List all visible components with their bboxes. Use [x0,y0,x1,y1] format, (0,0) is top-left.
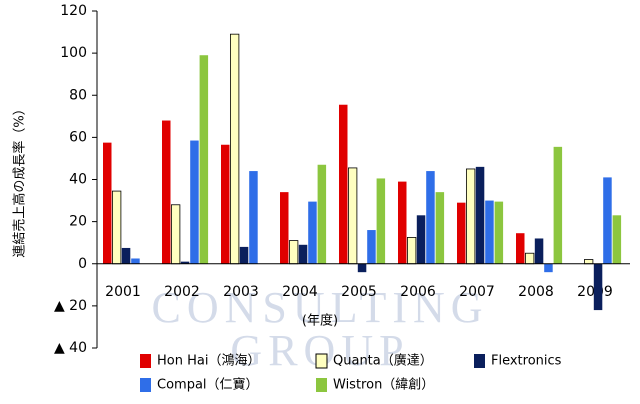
watermark: CONSULTING [151,283,488,332]
bar [339,104,348,264]
bar [298,244,308,264]
legend-swatch [315,353,328,369]
bar [221,144,230,264]
bar [457,202,466,264]
bar [317,164,327,264]
legend-label: Quanta（廣達） [333,354,433,369]
bar [180,261,190,264]
legend-swatch [140,378,151,392]
y-tick-label: 0 [78,256,87,272]
legend-label: Compal（仁寶） [157,377,259,393]
bar [239,246,249,264]
bar [553,146,563,264]
y-tick-label: ▲ 40 [54,340,87,356]
x-tick-label: 2008 [518,284,554,300]
bar [199,55,209,264]
x-tick-label: 2001 [105,284,141,300]
x-tick-label: 2006 [400,284,436,300]
bar [398,181,407,264]
bar [249,171,258,264]
y-tick-label: 20 [69,214,87,230]
bar [357,263,367,273]
bar [584,259,594,265]
bar [475,166,485,264]
x-tick-label: 2003 [223,284,259,300]
bar [103,142,112,264]
bar [426,171,435,264]
bar [308,201,317,264]
x-tick-label: 2002 [164,284,200,300]
bar [367,230,376,264]
legend-label: Flextronics [491,354,562,369]
y-tick-label: ▲ 20 [54,298,87,314]
bar [229,33,240,265]
x-tick-label: 2004 [282,284,318,300]
legend-label: Hon Hai（鴻海） [157,354,260,369]
bar [376,178,386,264]
bar [435,192,445,264]
y-tick-label: 100 [60,45,87,61]
bar [347,167,358,265]
bar [494,201,504,264]
bar [162,120,171,264]
bar [121,247,131,264]
bar [170,204,181,265]
x-axis-title: (年度) [302,313,338,329]
bar [406,237,417,265]
bar [280,192,289,264]
bar [525,252,535,265]
legend-swatch [474,354,485,368]
y-tick-label: 40 [69,172,87,188]
legend-swatch [140,354,151,368]
bar [112,190,122,265]
y-tick-label: 80 [69,87,87,103]
x-tick-label: 2005 [341,284,377,300]
bar [190,140,199,264]
bar [603,177,612,264]
bar [612,215,622,264]
bar [288,240,299,265]
bar [544,263,553,273]
x-tick-label: 2007 [459,284,495,300]
bar [534,238,544,264]
y-tick-label: 60 [69,129,87,145]
y-axis-title: 連結売上高の成長率（%） [12,102,28,257]
legend-swatch [316,378,327,392]
legend-label: Wistron（緯創） [333,378,434,393]
y-tick-label: 120 [60,3,87,19]
bar [516,233,525,264]
bar [485,200,494,264]
bar [131,258,140,264]
bar [416,215,426,264]
bar [465,168,476,265]
bar [593,263,603,311]
